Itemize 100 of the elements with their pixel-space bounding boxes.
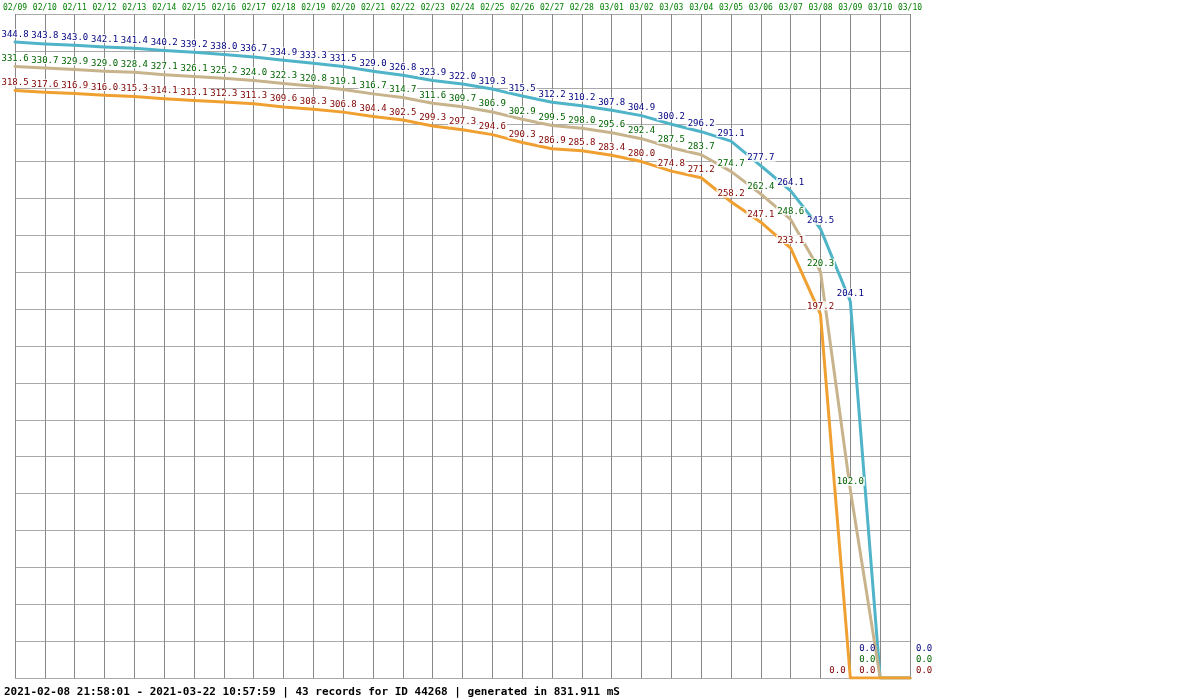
- x-tick-label: 02/10: [32, 2, 58, 12]
- x-tick-label: 02/28: [569, 2, 595, 12]
- data-label: 297.3: [448, 116, 477, 127]
- data-label: 271.2: [687, 164, 715, 175]
- data-label: 307.8: [598, 96, 626, 107]
- data-label: 264.1: [777, 177, 805, 188]
- data-label: 286.9: [538, 135, 566, 146]
- data-label: 314.1: [150, 85, 178, 96]
- data-label: 329.9: [61, 56, 89, 67]
- x-tick-label: 02/26: [510, 2, 535, 12]
- data-label: 0.0: [915, 654, 933, 665]
- data-label: 274.8: [657, 157, 685, 168]
- data-label: 336.7: [240, 43, 268, 54]
- x-tick-label: 03/04: [689, 2, 714, 12]
- data-label: 328.4: [120, 58, 148, 69]
- data-label: 0.0: [915, 643, 933, 654]
- data-label: 283.4: [598, 141, 626, 152]
- data-label: 331.5: [329, 53, 357, 64]
- x-tick-label: 02/22: [390, 2, 416, 12]
- data-label: 319.1: [329, 75, 357, 86]
- data-label: 325.2: [210, 64, 238, 75]
- x-tick-label: 02/14: [152, 2, 177, 12]
- x-tick-label: 02/21: [360, 2, 386, 12]
- data-label: 280.0: [627, 148, 656, 159]
- x-tick-label: 03/03: [659, 2, 684, 12]
- data-label: 341.4: [120, 34, 148, 45]
- data-label: 318.5: [1, 77, 29, 88]
- x-tick-label: 03/05: [718, 2, 744, 12]
- data-label: 204.1: [836, 288, 864, 299]
- x-tick-label: 02/09: [2, 2, 28, 12]
- x-tick-label: 02/17: [241, 2, 266, 12]
- data-label: 339.2: [180, 38, 208, 49]
- data-label: 317.6: [31, 78, 59, 89]
- data-label: 294.6: [478, 121, 506, 132]
- data-label: 102.0: [836, 476, 864, 487]
- data-label: 338.0: [210, 41, 238, 52]
- data-label: 285.8: [568, 137, 596, 148]
- data-label: 247.1: [747, 208, 775, 219]
- data-label: 331.6: [1, 52, 29, 63]
- data-label: 329.0: [359, 57, 387, 68]
- data-label: 343.0: [61, 31, 89, 42]
- x-tick-label: 03/09: [838, 2, 863, 12]
- data-label: 330.7: [31, 54, 59, 65]
- data-label: 315.5: [508, 82, 536, 93]
- data-label: 326.1: [180, 63, 208, 74]
- data-label: 324.0: [240, 66, 268, 77]
- x-tick-label: 02/12: [92, 2, 117, 12]
- data-label: 292.4: [627, 125, 656, 136]
- data-label: 310.2: [568, 92, 596, 103]
- data-label: 233.1: [777, 234, 805, 245]
- x-tick-label: 02/18: [271, 2, 296, 12]
- x-tick-label: 02/24: [450, 2, 475, 12]
- data-label: 340.2: [150, 37, 178, 48]
- data-label: 291.1: [717, 127, 745, 138]
- data-label: 220.3: [806, 258, 835, 269]
- x-tick-label: 02/19: [301, 2, 326, 12]
- text: 2021-02-08 21:58:01 - 2021-03-22 10:57:59 | 43 records for ID 44268 | generated in 831.911 mS: [4, 685, 620, 698]
- x-tick-label: 03/10: [897, 2, 923, 12]
- data-label: 299.5: [538, 112, 566, 123]
- data-label: 312.3: [210, 88, 238, 99]
- data-label: 311.3: [240, 90, 268, 101]
- data-label: 311.6: [419, 89, 447, 100]
- data-label: 308.3: [299, 95, 327, 106]
- data-label: 258.2: [717, 188, 745, 199]
- data-label: 306.8: [329, 98, 357, 109]
- data-label: 309.7: [448, 93, 477, 104]
- data-label: 287.5: [657, 134, 685, 145]
- data-label: 296.2: [687, 118, 715, 129]
- data-label: 277.7: [747, 152, 775, 163]
- data-label: 320.8: [299, 72, 327, 83]
- data-label: 299.3: [419, 112, 447, 123]
- data-label: 316.9: [61, 79, 89, 90]
- data-label: 343.8: [31, 30, 59, 41]
- data-label: 304.9: [627, 102, 656, 113]
- data-label: 333.3: [299, 49, 327, 60]
- data-label: 243.5: [806, 215, 835, 226]
- data-label: 327.1: [150, 61, 178, 72]
- data-label: 334.9: [269, 46, 298, 57]
- x-tick-label: 03/10: [868, 2, 893, 12]
- data-label: 329.0: [90, 57, 119, 68]
- data-label: 344.8: [1, 28, 29, 39]
- x-tick-label: 03/07: [778, 2, 803, 12]
- x-tick-label: 02/11: [62, 2, 87, 12]
- data-label: 306.9: [478, 98, 506, 109]
- data-label: 0.0: [829, 665, 846, 676]
- data-label: 314.7: [389, 84, 417, 95]
- data-label: 309.6: [269, 93, 298, 104]
- data-label: 302.5: [389, 106, 417, 117]
- data-label: 0.0: [915, 665, 933, 676]
- x-tick-label: 02/15: [181, 2, 207, 12]
- data-label: 326.8: [389, 61, 417, 72]
- x-tick-label: 03/06: [748, 2, 774, 12]
- x-tick-label: 02/20: [331, 2, 356, 12]
- x-tick-label: 03/02: [629, 2, 654, 12]
- data-label: 298.0: [568, 114, 596, 125]
- x-tick-label: 03/08: [808, 2, 833, 12]
- data-label: 0.0: [859, 654, 876, 665]
- data-label: 262.4: [747, 180, 775, 191]
- data-label: 319.3: [478, 75, 506, 86]
- data-label: 322.0: [448, 70, 477, 81]
